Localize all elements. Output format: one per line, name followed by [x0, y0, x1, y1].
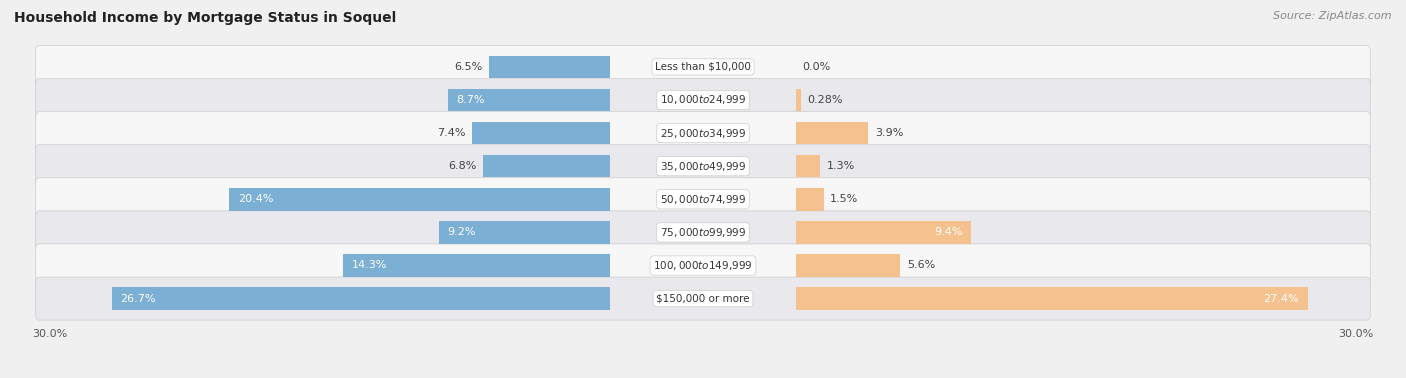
Text: 8.7%: 8.7%	[457, 95, 485, 105]
Text: 3.9%: 3.9%	[875, 128, 903, 138]
Bar	[439, 221, 610, 244]
FancyBboxPatch shape	[35, 79, 1371, 121]
FancyBboxPatch shape	[35, 145, 1371, 188]
Text: 6.5%: 6.5%	[454, 62, 482, 72]
Bar	[796, 89, 801, 111]
FancyBboxPatch shape	[35, 45, 1371, 88]
Text: $100,000 to $149,999: $100,000 to $149,999	[654, 259, 752, 272]
Text: $10,000 to $24,999: $10,000 to $24,999	[659, 93, 747, 107]
Text: 6.8%: 6.8%	[449, 161, 477, 171]
Bar	[796, 221, 972, 244]
FancyBboxPatch shape	[35, 211, 1371, 254]
Text: 1.5%: 1.5%	[830, 194, 858, 204]
FancyBboxPatch shape	[35, 178, 1371, 221]
Text: $25,000 to $34,999: $25,000 to $34,999	[659, 127, 747, 139]
Text: Household Income by Mortgage Status in Soquel: Household Income by Mortgage Status in S…	[14, 11, 396, 25]
FancyBboxPatch shape	[35, 244, 1371, 287]
Bar	[229, 188, 610, 211]
Bar	[343, 254, 610, 277]
Text: 27.4%: 27.4%	[1263, 294, 1299, 304]
Bar	[796, 155, 820, 177]
Legend: Without Mortgage, With Mortgage: Without Mortgage, With Mortgage	[575, 375, 831, 378]
Text: 26.7%: 26.7%	[121, 294, 156, 304]
Text: 0.0%: 0.0%	[801, 62, 831, 72]
Bar	[489, 56, 610, 78]
Text: 14.3%: 14.3%	[352, 260, 387, 271]
Bar	[796, 287, 1308, 310]
Text: 9.2%: 9.2%	[447, 228, 475, 237]
Text: $75,000 to $99,999: $75,000 to $99,999	[659, 226, 747, 239]
Bar	[472, 122, 610, 144]
Text: 0.28%: 0.28%	[807, 95, 842, 105]
Text: $50,000 to $74,999: $50,000 to $74,999	[659, 193, 747, 206]
Text: 1.3%: 1.3%	[827, 161, 855, 171]
Text: Source: ZipAtlas.com: Source: ZipAtlas.com	[1274, 11, 1392, 21]
Bar	[796, 188, 824, 211]
Bar	[449, 89, 610, 111]
Text: $35,000 to $49,999: $35,000 to $49,999	[659, 160, 747, 173]
Bar	[111, 287, 610, 310]
Text: 20.4%: 20.4%	[238, 194, 274, 204]
Text: 9.4%: 9.4%	[934, 228, 963, 237]
Text: Less than $10,000: Less than $10,000	[655, 62, 751, 72]
Text: $150,000 or more: $150,000 or more	[657, 294, 749, 304]
Bar	[796, 122, 869, 144]
FancyBboxPatch shape	[35, 112, 1371, 155]
Bar	[796, 254, 900, 277]
Text: 7.4%: 7.4%	[437, 128, 465, 138]
Bar	[484, 155, 610, 177]
Text: 5.6%: 5.6%	[907, 260, 935, 271]
FancyBboxPatch shape	[35, 277, 1371, 320]
